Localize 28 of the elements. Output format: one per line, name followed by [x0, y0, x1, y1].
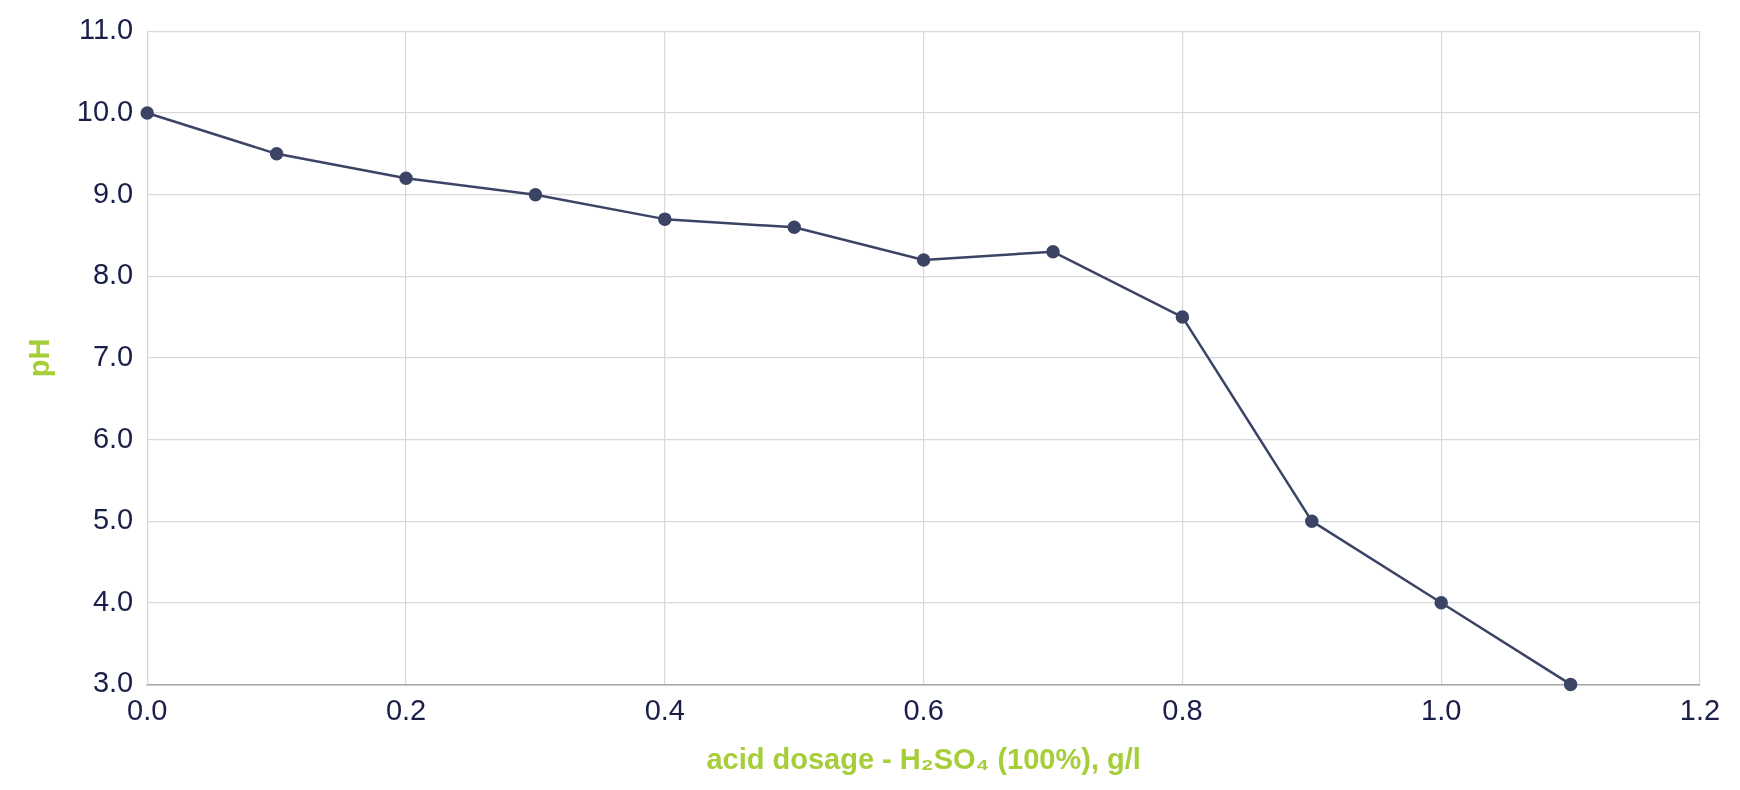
- x-tick-label: 0.6: [903, 693, 944, 726]
- point: [140, 106, 154, 120]
- point: [1305, 514, 1319, 528]
- y-tick-label: 10.0: [76, 95, 134, 128]
- x-tick-label: 1.2: [1679, 693, 1721, 726]
- x-tick-label: 0.2: [385, 693, 427, 726]
- point: [528, 187, 543, 202]
- point: [1434, 596, 1448, 610]
- point: [658, 212, 672, 226]
- y-tick-label: 7.0: [92, 339, 134, 372]
- y-tick-label: 5.0: [92, 503, 134, 536]
- point: [1175, 310, 1190, 324]
- point: [1563, 677, 1578, 692]
- point: [787, 220, 801, 235]
- y-tick-label: 11.0: [78, 13, 134, 46]
- x-tick-label: 1.0: [1421, 693, 1462, 726]
- y-tick-label: 4.0: [92, 584, 134, 617]
- x-axis-title: acid dosage - H₂SO₄ (100%), g/l: [706, 742, 1141, 775]
- y-tick-label: 6.0: [92, 421, 134, 454]
- y-tick-label: 9.0: [92, 176, 134, 209]
- point: [399, 171, 413, 186]
- point: [1046, 245, 1060, 259]
- y-tick-label: 8.0: [92, 258, 134, 291]
- point: [916, 253, 931, 267]
- x-tick-label: 0.8: [1162, 693, 1203, 726]
- x-tick-label: 0.4: [644, 693, 685, 726]
- y-axis-title: pH: [23, 338, 56, 378]
- point: [269, 147, 284, 161]
